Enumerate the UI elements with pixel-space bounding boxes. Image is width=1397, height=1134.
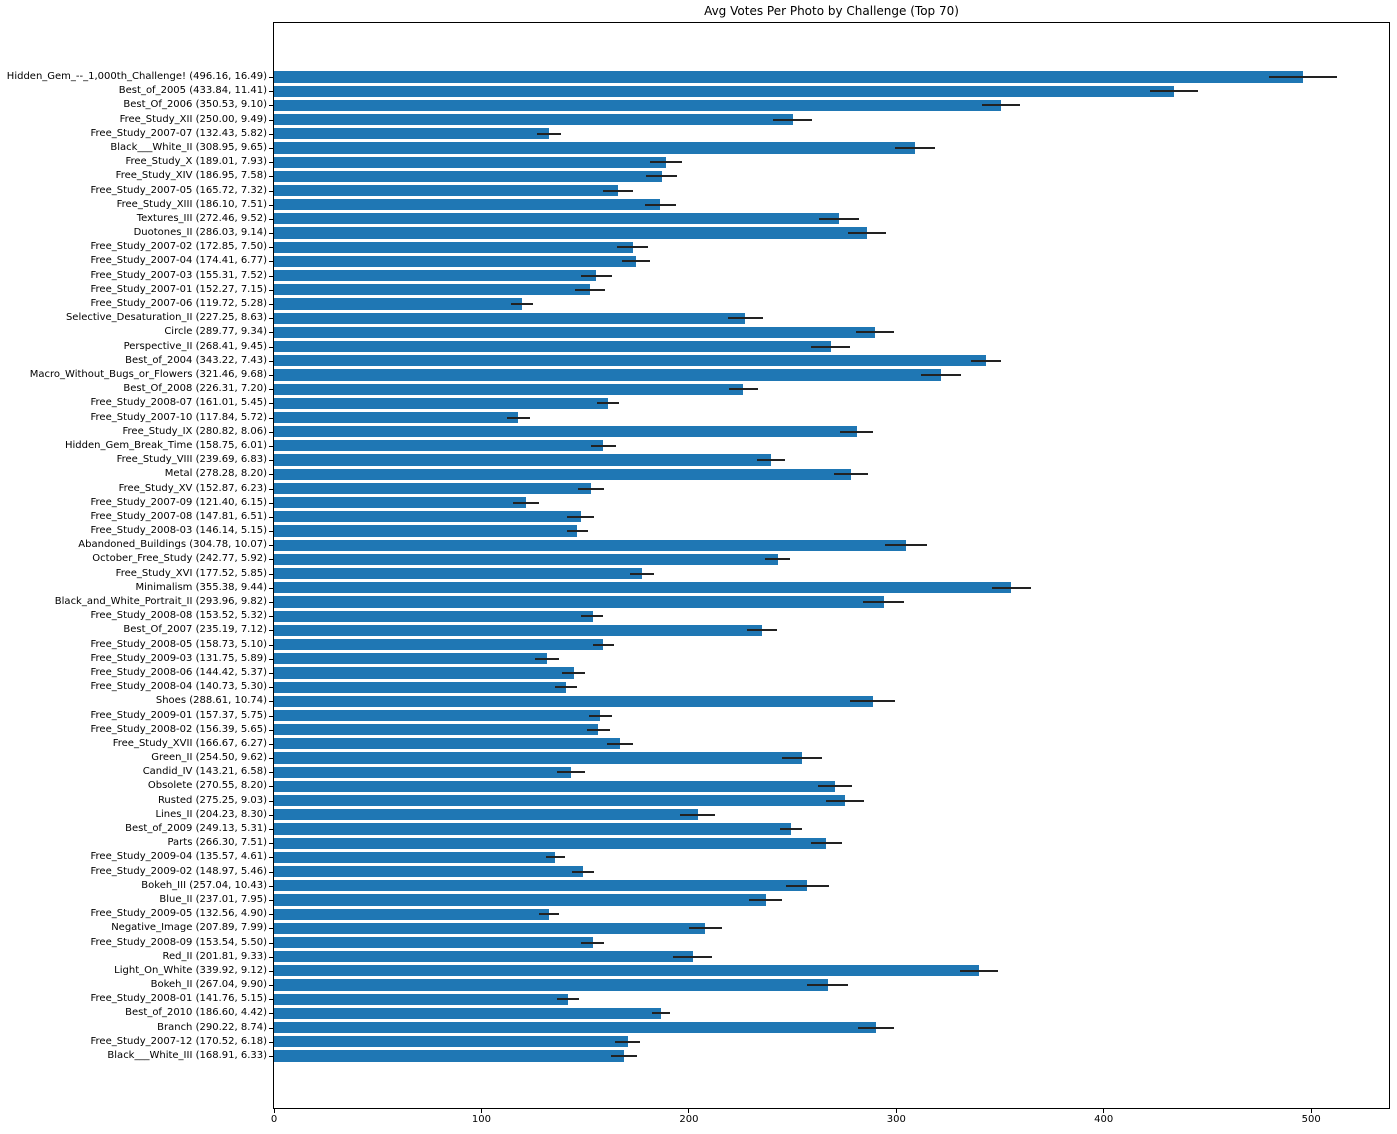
- y-tick-label: Free_Study_2007-06 (119.72, 5.28): [90, 298, 267, 309]
- y-tick-label: Free_Study_2009-01 (157.37, 5.75): [90, 709, 267, 721]
- y-tick-label: Blue_II (237.01, 7.95): [159, 893, 267, 905]
- y-tick-label: Free_Study_XII (250.00, 9.49): [119, 113, 267, 125]
- y-tick-label: Free_Study_2009-04 (135.57, 4.61): [90, 851, 267, 863]
- x-tick-label: 400: [1094, 1114, 1114, 1125]
- y-tick-label: Bokeh_II (267.04, 9.90): [150, 979, 267, 991]
- plot-area: [273, 22, 1390, 1109]
- y-tick-label: Free_Study_XV (152.87, 6.23): [118, 482, 267, 494]
- x-tick-label: 300: [886, 1114, 906, 1125]
- y-tick-label: Free_Study_2007-02 (172.85, 7.50): [90, 241, 267, 253]
- y-tick-label: Perspective_II (268.41, 9.45): [123, 340, 267, 352]
- y-tick-label: Green_II (254.50, 9.62): [151, 752, 267, 763]
- y-tick-label: Best_of_2005 (433.84, 11.41): [118, 85, 267, 97]
- y-tick-label: Black___White_III (168.91, 6.33): [107, 1050, 267, 1061]
- y-tick-label: Circle (289.77, 9.34): [164, 326, 267, 338]
- y-tick-label: Hidden_Gem_--_1,000th_Challenge! (496.16…: [6, 71, 267, 82]
- y-tick-label: Free_Study_VIII (239.69, 6.83): [116, 454, 267, 466]
- y-tick-label: Minimalism (355.38, 9.44): [135, 581, 268, 593]
- y-tick-label: Best_of_2009 (249.13, 5.31): [125, 823, 267, 834]
- y-tick-label: Negative_Image (207.89, 7.99): [111, 922, 267, 934]
- y-tick-label: Free_Study_2007-05 (165.72, 7.32): [90, 184, 267, 196]
- y-tick-label: Free_Study_2007-12 (170.52, 6.18): [90, 1035, 267, 1047]
- y-tick-label: Parts (266.30, 7.51): [167, 837, 267, 849]
- y-tick-label: Abandoned_Buildings (304.78, 10.07): [78, 539, 267, 551]
- y-tick-label: Free_Study_2008-03 (146.14, 5.15): [90, 525, 267, 536]
- y-tick-label: Free_Study_2007-09 (121.40, 6.15): [90, 496, 267, 508]
- y-tick-label: Free_Study_2007-07 (132.43, 5.82): [90, 127, 267, 139]
- x-tick-label: 200: [679, 1114, 699, 1125]
- y-tick-label: Red_II (201.81, 9.33): [162, 950, 268, 962]
- x-tick-label: 100: [471, 1114, 491, 1125]
- x-tick-mark: [480, 1109, 482, 1113]
- y-tick-label: Light_On_White (339.92, 9.12): [114, 964, 267, 976]
- x-tick-mark: [1103, 1109, 1105, 1113]
- y-tick-label: Duotones_II (286.03, 9.14): [133, 227, 267, 239]
- y-tick-label: Free_Study_2008-06 (144.42, 5.37): [90, 666, 267, 678]
- y-tick-label: Free_Study_2008-01 (141.76, 5.15): [90, 993, 267, 1005]
- x-tick-mark: [688, 1109, 690, 1113]
- y-tick-label: Free_Study_XIV (186.95, 7.58): [115, 170, 267, 182]
- y-tick-label: Free_Study_2009-05 (132.56, 4.90): [90, 908, 267, 920]
- y-tick-label: Free_Study_2007-08 (147.81, 6.51): [90, 510, 267, 522]
- y-tick-label: Free_Study_2008-05 (158.73, 5.10): [90, 638, 267, 650]
- x-tick-label: 0: [270, 1114, 278, 1125]
- y-tick-label: Macro_Without_Bugs_or_Flowers (321.46, 9…: [29, 369, 267, 380]
- y-tick-label: Candid_IV (143.21, 6.58): [142, 766, 267, 778]
- x-tick-mark: [273, 1109, 275, 1113]
- y-tick-label: Shoes (288.61, 10.74): [155, 695, 267, 707]
- y-tick-label: Free_Study_2007-03 (155.31, 7.52): [90, 269, 267, 281]
- y-tick-label: Branch (290.22, 8.74): [157, 1021, 267, 1033]
- y-tick-label: Hidden_Gem_Break_Time (158.75, 6.01): [64, 439, 267, 451]
- y-tick-label: Free_Study_XVII (166.67, 6.27): [112, 737, 267, 749]
- y-tick-label: Free_Study_2009-02 (148.97, 5.46): [90, 865, 267, 877]
- y-tick-label: Lines_II (204.23, 8.30): [155, 808, 267, 820]
- x-tick-mark: [895, 1109, 897, 1113]
- y-tick-label: Textures_III (272.46, 9.52): [136, 212, 267, 224]
- y-tick-label: Rusted (275.25, 9.03): [157, 794, 267, 806]
- y-tick-label: Free_Study_2008-02 (156.39, 5.65): [90, 723, 267, 735]
- y-tick-label: Best_of_2010 (186.60, 4.42): [125, 1007, 267, 1019]
- y-tick-label: Free_Study_2009-03 (131.75, 5.89): [90, 652, 267, 664]
- y-tick-label: Free_Study_2007-01 (152.27, 7.15): [90, 283, 267, 295]
- y-tick-label: Best_Of_2007 (235.19, 7.12): [123, 624, 267, 636]
- y-tick-label: Free_Study_2008-07 (161.01, 5.45): [90, 397, 267, 409]
- x-tick-label: 500: [1301, 1114, 1321, 1125]
- y-tick-label: Free_Study_XVI (177.52, 5.85): [115, 567, 267, 579]
- y-tick-label: Black___White_II (308.95, 9.65): [110, 141, 267, 153]
- y-tick-label: Selective_Desaturation_II (227.25, 8.63): [65, 312, 267, 324]
- y-tick-label: October_Free_Study (242.77, 5.92): [92, 553, 267, 565]
- y-tick-label: Metal (278.28, 8.20): [164, 468, 267, 480]
- chart-title: Avg Votes Per Photo by Challenge (Top 70…: [704, 4, 959, 18]
- y-tick-label: Best_Of_2008 (226.31, 7.20): [123, 383, 267, 395]
- x-tick-mark: [1310, 1109, 1312, 1113]
- y-tick-label: Best_of_2004 (343.22, 7.43): [125, 354, 267, 366]
- y-tick-label: Free_Study_2007-04 (174.41, 6.77): [90, 255, 267, 267]
- y-tick-label: Bokeh_III (257.04, 10.43): [141, 879, 267, 891]
- y-tick-label: Free_Study_2008-09 (153.54, 5.50): [90, 936, 267, 948]
- y-tick-label: Free_Study_2007-10 (117.84, 5.72): [90, 411, 267, 423]
- y-tick-label: Free_Study_2008-08 (153.52, 5.32): [90, 610, 267, 622]
- y-tick-label: Best_Of_2006 (350.53, 9.10): [123, 99, 267, 111]
- y-tick-label: Obsolete (270.55, 8.20): [147, 780, 267, 792]
- y-tick-label: Free_Study_XIII (186.10, 7.51): [116, 198, 267, 210]
- y-tick-label: Free_Study_IX (280.82, 8.06): [122, 425, 268, 437]
- y-tick-label: Free_Study_2008-04 (140.73, 5.30): [90, 681, 267, 693]
- y-tick-label: Free_Study_X (189.01, 7.93): [125, 156, 267, 168]
- y-tick-label: Black_and_White_Portrait_II (293.96, 9.8…: [54, 596, 267, 607]
